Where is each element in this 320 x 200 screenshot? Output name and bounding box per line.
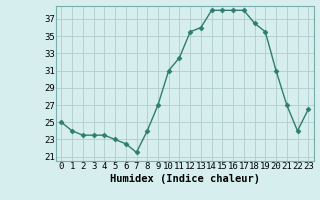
X-axis label: Humidex (Indice chaleur): Humidex (Indice chaleur): [110, 174, 260, 184]
